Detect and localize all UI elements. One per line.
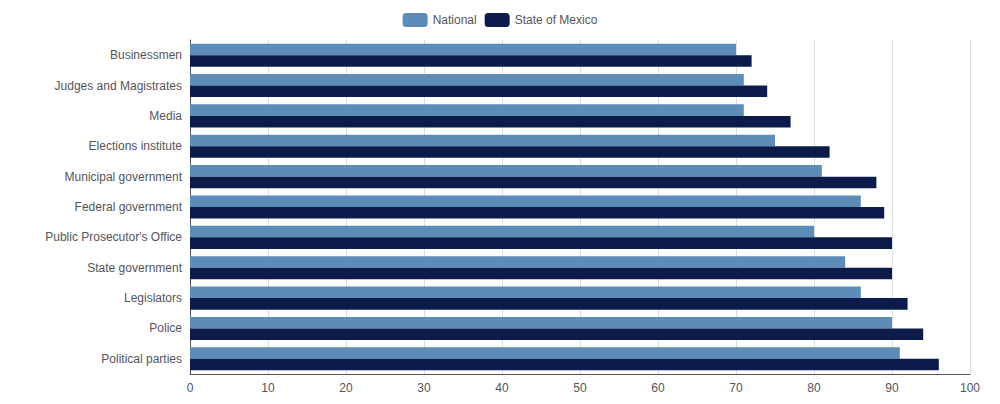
svg-text:80: 80 [807, 381, 821, 395]
svg-text:70: 70 [729, 381, 743, 395]
svg-text:Legislators: Legislators [124, 291, 182, 305]
svg-text:100: 100 [960, 381, 980, 395]
svg-text:Police: Police [149, 321, 182, 335]
svg-text:Political parties: Political parties [101, 352, 182, 366]
svg-text:0: 0 [187, 381, 194, 395]
svg-text:40: 40 [495, 381, 509, 395]
svg-text:Media: Media [149, 109, 182, 123]
svg-text:20: 20 [339, 381, 353, 395]
svg-text:30: 30 [417, 381, 431, 395]
svg-text:State government: State government [87, 261, 182, 275]
svg-text:Judges and Magistrates: Judges and Magistrates [55, 79, 182, 93]
svg-text:National: National [433, 13, 477, 27]
svg-text:50: 50 [573, 381, 587, 395]
svg-text:90: 90 [885, 381, 899, 395]
svg-text:10: 10 [261, 381, 275, 395]
svg-text:Public Prosecutor's Office: Public Prosecutor's Office [45, 230, 182, 244]
svg-text:Municipal government: Municipal government [65, 170, 183, 184]
svg-text:Federal government: Federal government [75, 200, 183, 214]
svg-text:Businessmen: Businessmen [110, 48, 182, 62]
svg-text:Elections institute: Elections institute [89, 139, 183, 153]
svg-text:State of Mexico: State of Mexico [515, 13, 598, 27]
svg-text:60: 60 [651, 381, 665, 395]
